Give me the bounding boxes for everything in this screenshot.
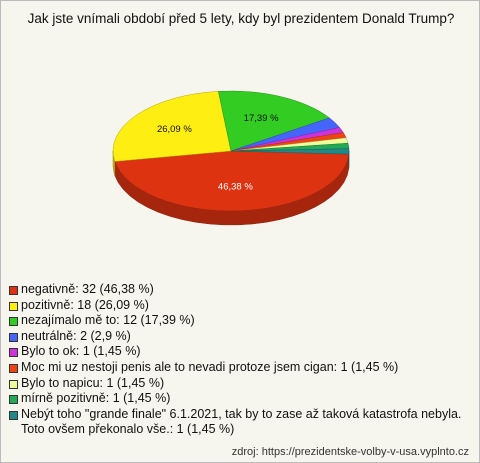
legend-label: Bylo to napicu: 1 (1,45 %) xyxy=(21,375,165,390)
legend-label: Bylo to ok: 1 (1,45 %) xyxy=(21,344,141,359)
legend-label: pozitivně: 18 (26,09 %) xyxy=(21,297,149,312)
slice xyxy=(112,91,232,162)
legend-swatch xyxy=(9,286,18,295)
legend-swatch xyxy=(9,410,18,420)
value-label: 46,38 % xyxy=(218,181,253,192)
legend-swatch xyxy=(9,395,18,405)
pie: 46,38 % 26,09 % 17,39 % xyxy=(112,90,350,226)
source: zdroj: https://prezidentske-volby-v-usa.… xyxy=(231,446,469,458)
legend-swatch xyxy=(9,332,18,342)
legend: negativně: 32 (46,38 %) pozitivně: 18 (26… xyxy=(9,282,469,438)
value-label: 26,09 % xyxy=(157,124,192,135)
legend-label: mírně pozitivně: 1 (1,45 %) xyxy=(21,391,171,406)
chart-title: Jak jste vnímali období před 5 lety, kdy… xyxy=(27,11,455,26)
legend-item: neutrálně: 2 (2,9 %) xyxy=(9,329,469,345)
legend-item: mírně pozitivně: 1 (1,45 %) xyxy=(9,391,469,407)
legend-label: neutrálně: 2 (2,9 %) xyxy=(21,328,131,343)
legend-swatch xyxy=(9,301,18,311)
legend-label: negativně: 32 (46,38 %) xyxy=(21,282,154,296)
value-label: 17,39 % xyxy=(244,113,279,124)
legend-label: nezajímalo mě to: 12 (17,39 %) xyxy=(21,313,195,328)
legend-item: Bylo to ok: 1 (1,45 %) xyxy=(9,344,469,360)
legend-item: pozitivně: 18 (26,09 %) xyxy=(9,298,469,314)
legend-swatch xyxy=(9,348,18,358)
legend-swatch xyxy=(9,379,18,389)
legend-swatch xyxy=(9,317,18,327)
slice xyxy=(230,148,350,155)
legend-item: Moc mi uz nestoji penis ale to nevadi pr… xyxy=(9,360,469,376)
legend-item: Bylo to napicu: 1 (1,45 %) xyxy=(9,376,469,392)
legend-item: Nebýt toho "grande finale" 6.1.2021, tak… xyxy=(9,407,469,438)
legend-swatch xyxy=(9,363,18,373)
legend-label: Moc mi uz nestoji penis ale to nevadi pr… xyxy=(21,359,399,374)
slice xyxy=(218,90,330,152)
legend-item: negativně: 32 (46,38 %) xyxy=(9,282,469,298)
legend-label: Nebýt toho "grande finale" 6.1.2021, tak… xyxy=(21,406,462,437)
legend-item: nezajímalo mě to: 12 (17,39 %) xyxy=(9,313,469,329)
slice xyxy=(114,150,350,212)
